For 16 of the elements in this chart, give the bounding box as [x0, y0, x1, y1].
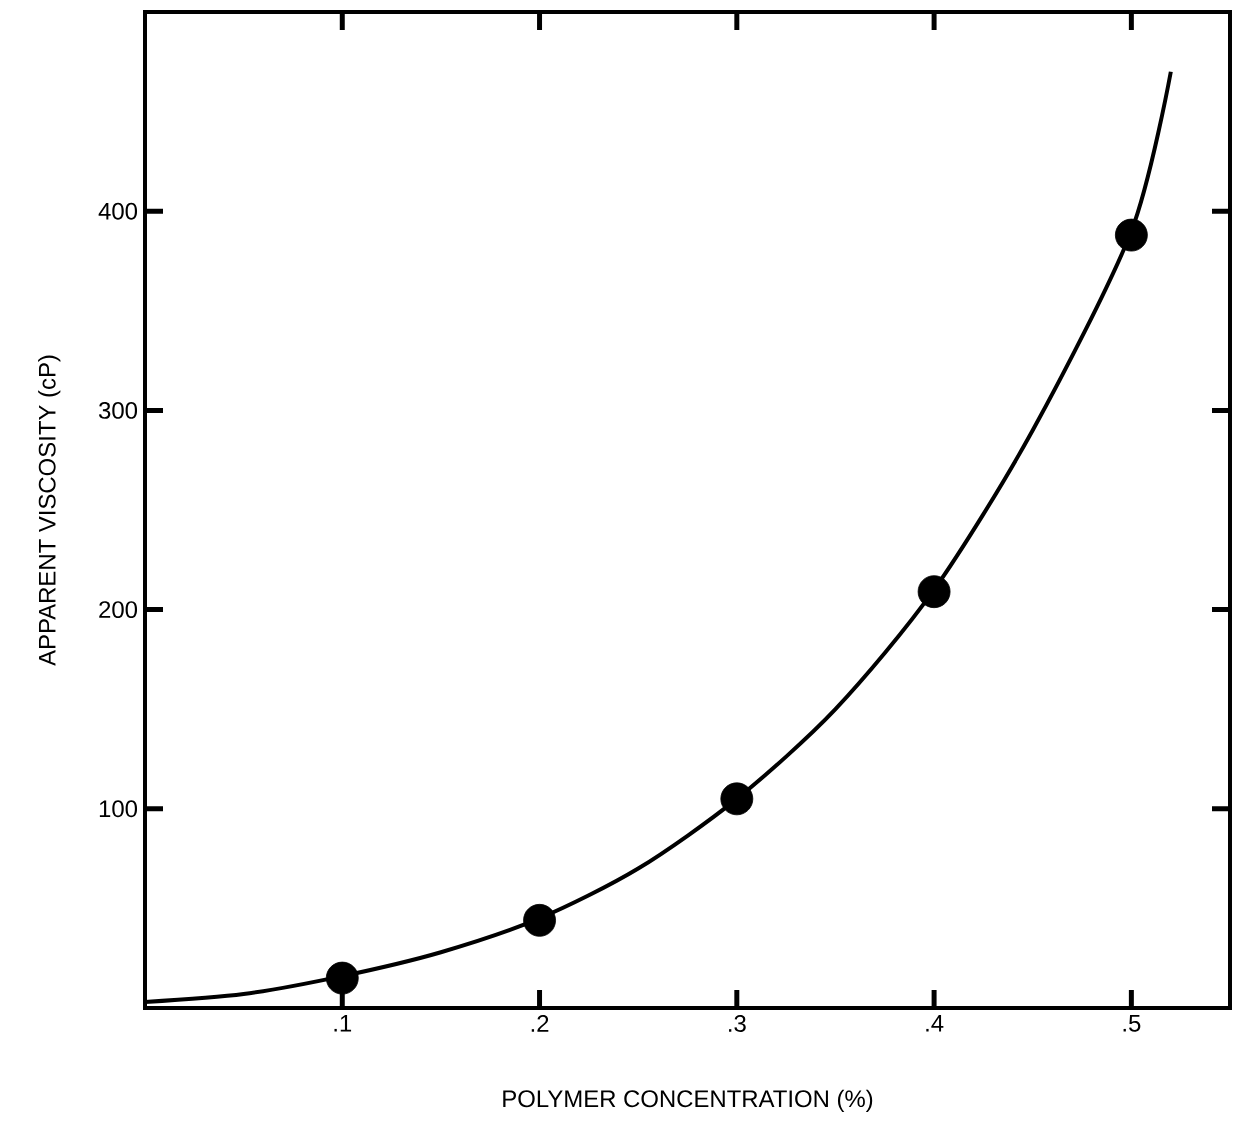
y-tick-label: 200: [99, 601, 138, 619]
x-tick-label: .1: [334, 1015, 352, 1032]
x-tick-label: .5: [1123, 1015, 1141, 1032]
x-tick-label: .4: [926, 1015, 944, 1032]
point: [523, 903, 556, 937]
x-tick-label: .3: [729, 1015, 746, 1032]
point: [917, 575, 951, 609]
y-axis-title: APPARENT VISCOSITY (cP): [38, 355, 61, 666]
point: [1114, 218, 1148, 252]
y-tick-label: 300: [98, 401, 138, 419]
y-tick-label: 100: [99, 800, 138, 818]
point: [325, 961, 359, 995]
x-axis-title: POLYMER CONCENTRATION (%): [503, 1089, 873, 1112]
x-tick-label: .2: [531, 1015, 549, 1032]
y-tick-label: 400: [98, 202, 138, 220]
point: [720, 782, 754, 816]
